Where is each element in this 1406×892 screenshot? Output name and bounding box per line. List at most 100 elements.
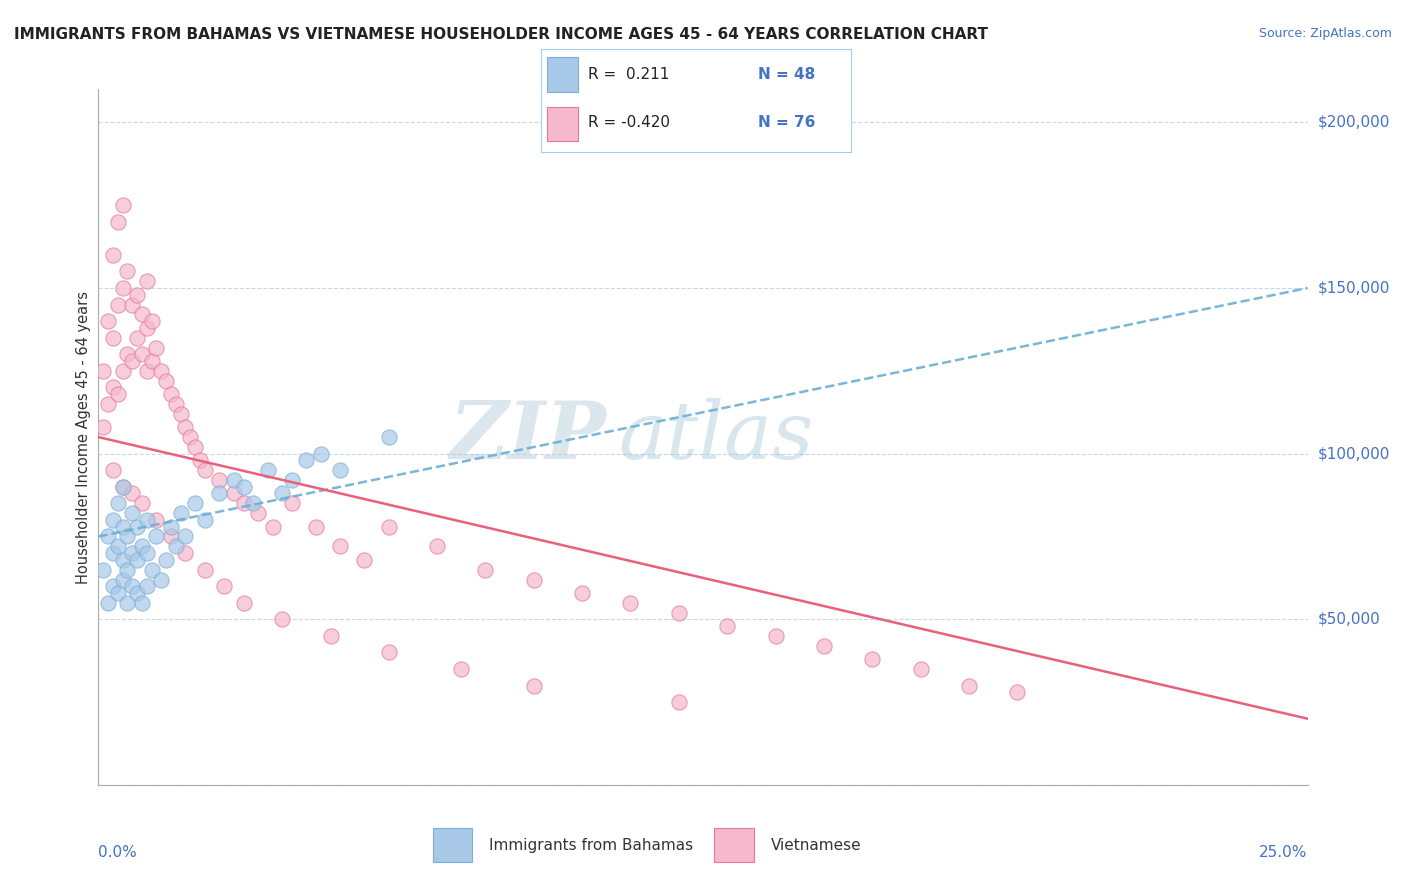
Point bbox=[141, 314, 163, 328]
Point bbox=[141, 354, 163, 368]
Point bbox=[232, 496, 254, 510]
Point bbox=[121, 354, 143, 368]
Point bbox=[813, 639, 835, 653]
Point bbox=[353, 552, 375, 566]
Text: 0.0%: 0.0% bbox=[98, 845, 138, 860]
Point bbox=[101, 513, 124, 527]
Point bbox=[101, 380, 124, 394]
Text: 25.0%: 25.0% bbox=[1260, 845, 1308, 860]
Point bbox=[247, 506, 270, 520]
Point bbox=[111, 364, 134, 378]
Bar bbox=[433, 828, 472, 863]
Point bbox=[232, 480, 254, 494]
Point bbox=[107, 297, 129, 311]
Text: $150,000: $150,000 bbox=[1317, 280, 1389, 295]
Text: Source: ZipAtlas.com: Source: ZipAtlas.com bbox=[1258, 27, 1392, 40]
Point bbox=[127, 552, 149, 566]
Point bbox=[121, 579, 143, 593]
Point bbox=[107, 387, 129, 401]
Point bbox=[319, 629, 342, 643]
Text: atlas: atlas bbox=[619, 399, 814, 475]
Point bbox=[165, 540, 187, 554]
Point bbox=[377, 645, 399, 659]
Point bbox=[101, 546, 124, 560]
Point bbox=[131, 540, 153, 554]
Text: ZIP: ZIP bbox=[450, 399, 606, 475]
Point bbox=[150, 573, 173, 587]
Text: Immigrants from Bahamas: Immigrants from Bahamas bbox=[489, 838, 693, 853]
Point bbox=[329, 540, 352, 554]
Point bbox=[860, 652, 883, 666]
Y-axis label: Householder Income Ages 45 - 64 years: Householder Income Ages 45 - 64 years bbox=[76, 291, 91, 583]
Point bbox=[121, 506, 143, 520]
Point bbox=[150, 364, 173, 378]
Point bbox=[127, 287, 149, 301]
Point bbox=[169, 506, 191, 520]
Point bbox=[155, 552, 177, 566]
Point bbox=[281, 473, 304, 487]
Point bbox=[377, 519, 399, 533]
Text: Vietnamese: Vietnamese bbox=[770, 838, 860, 853]
Point bbox=[111, 480, 134, 494]
Point bbox=[135, 320, 157, 334]
Point bbox=[107, 586, 129, 600]
Point bbox=[212, 579, 235, 593]
Point bbox=[101, 579, 124, 593]
Point bbox=[97, 596, 120, 610]
Point bbox=[131, 496, 153, 510]
Text: IMMIGRANTS FROM BAHAMAS VS VIETNAMESE HOUSEHOLDER INCOME AGES 45 - 64 YEARS CORR: IMMIGRANTS FROM BAHAMAS VS VIETNAMESE HO… bbox=[14, 27, 988, 42]
Point bbox=[262, 519, 284, 533]
Point bbox=[107, 215, 129, 229]
Bar bbox=[714, 828, 754, 863]
Point bbox=[174, 529, 197, 543]
Point bbox=[91, 563, 114, 577]
Point bbox=[295, 453, 318, 467]
Point bbox=[271, 612, 294, 626]
Point bbox=[668, 606, 690, 620]
Point bbox=[135, 579, 157, 593]
Point bbox=[523, 573, 546, 587]
Point bbox=[174, 420, 197, 434]
Point bbox=[111, 573, 134, 587]
Point bbox=[194, 563, 217, 577]
Point bbox=[145, 529, 167, 543]
Text: R =  0.211: R = 0.211 bbox=[588, 67, 669, 82]
Point bbox=[155, 374, 177, 388]
Point bbox=[117, 529, 139, 543]
Point bbox=[117, 264, 139, 278]
Point bbox=[160, 519, 183, 533]
Bar bbox=[547, 106, 578, 141]
Point bbox=[160, 387, 183, 401]
Point bbox=[97, 397, 120, 411]
Point bbox=[450, 662, 472, 676]
Point bbox=[141, 563, 163, 577]
Point bbox=[222, 473, 245, 487]
Point bbox=[160, 529, 183, 543]
Point bbox=[194, 513, 217, 527]
Point bbox=[194, 463, 217, 477]
Point bbox=[111, 519, 134, 533]
Point bbox=[117, 596, 139, 610]
Point bbox=[426, 540, 449, 554]
Bar bbox=[547, 57, 578, 92]
Point bbox=[111, 552, 134, 566]
Point bbox=[329, 463, 352, 477]
Text: $100,000: $100,000 bbox=[1317, 446, 1389, 461]
Point bbox=[232, 596, 254, 610]
Point bbox=[97, 314, 120, 328]
Point bbox=[1007, 685, 1029, 699]
Point bbox=[135, 364, 157, 378]
Point bbox=[127, 519, 149, 533]
Point bbox=[179, 430, 201, 444]
Text: $50,000: $50,000 bbox=[1317, 612, 1381, 627]
Point bbox=[309, 447, 332, 461]
Point bbox=[208, 486, 231, 500]
Point bbox=[571, 586, 593, 600]
Point bbox=[121, 486, 143, 500]
Text: $200,000: $200,000 bbox=[1317, 115, 1389, 130]
Point bbox=[165, 397, 187, 411]
Point bbox=[121, 297, 143, 311]
Point bbox=[305, 519, 328, 533]
Point bbox=[107, 496, 129, 510]
Point bbox=[91, 364, 114, 378]
